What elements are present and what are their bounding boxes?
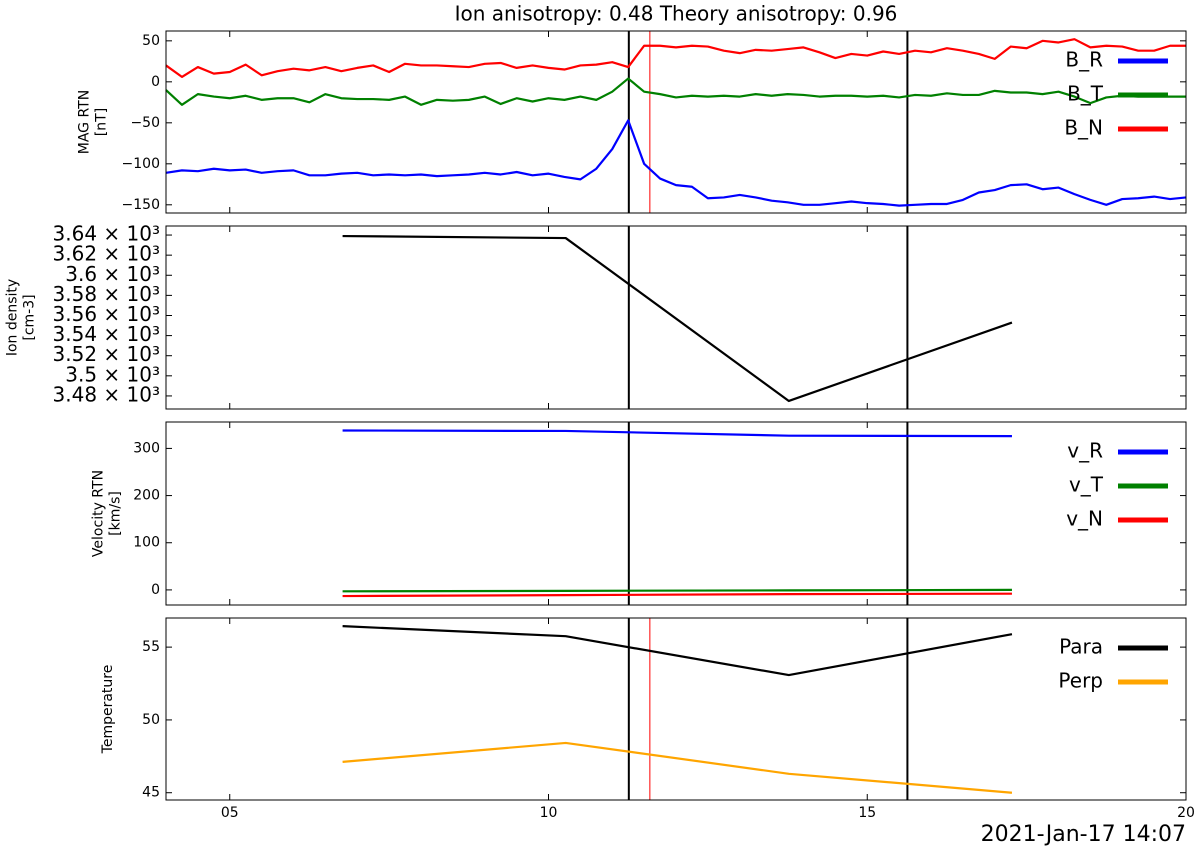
y-tick-label: 3.5 × 10³ (65, 362, 160, 386)
x-axis-label: 2021-Jan-17 14:07 (981, 822, 1186, 847)
y-tick-label: 50 (142, 33, 160, 49)
y-tick-label: −100 (122, 156, 160, 172)
y-tick-label: 100 (133, 535, 160, 551)
legend-label: Para (1059, 635, 1103, 659)
legend-label: B_T (1067, 82, 1104, 106)
x-tick-label: 15 (858, 805, 876, 821)
y-tick-label: 3.58 × 10³ (53, 282, 160, 306)
y-axis-label: [cm-3] (22, 294, 38, 340)
series-line (342, 741, 1013, 794)
y-tick-label: 3.52 × 10³ (53, 342, 160, 366)
y-axis-label: Temperature (100, 665, 116, 755)
y-tick-label: 0 (151, 582, 160, 598)
y-axis-label: Ion density (5, 279, 21, 356)
series-line (342, 588, 1012, 593)
y-tick-label: 3.62 × 10³ (53, 242, 160, 266)
legend-label: B_N (1064, 116, 1103, 140)
y-tick-label: 55 (142, 639, 160, 655)
series-line (342, 592, 1012, 598)
y-tick-label: 300 (133, 440, 160, 456)
y-tick-label: 3.6 × 10³ (65, 262, 160, 286)
legend-label: Perp (1058, 669, 1103, 693)
plot-frame (165, 30, 1187, 214)
y-tick-label: 0 (151, 74, 160, 90)
x-tick-label: 10 (540, 805, 558, 821)
y-tick-label: −50 (130, 115, 160, 131)
plot-frame (165, 421, 1187, 606)
series-line (342, 429, 1012, 438)
y-tick-label: 3.54 × 10³ (53, 322, 160, 346)
y-axis-label: Velocity RTN (91, 470, 107, 557)
series-line (342, 625, 1013, 677)
y-tick-label: 45 (142, 785, 160, 801)
y-axis-label: MAG RTN (77, 90, 93, 154)
legend-label: v_N (1066, 507, 1103, 531)
y-tick-label: −150 (122, 197, 160, 213)
x-tick-label: 05 (221, 805, 239, 821)
plot-frame (165, 225, 1187, 410)
series-line (165, 119, 1187, 207)
series-line (165, 38, 1186, 79)
series-line (165, 77, 1186, 106)
chart-title: Ion anisotropy: 0.48 Theory anisotropy: … (455, 2, 898, 26)
y-tick-label: 50 (142, 712, 160, 728)
y-tick-label: 200 (133, 488, 160, 504)
y-tick-label: 3.48 × 10³ (53, 382, 160, 406)
y-axis-label: [nT] (94, 108, 110, 136)
legend-label: B_R (1065, 48, 1103, 72)
x-tick-label: 20 (1177, 805, 1195, 821)
legend-label: v_T (1069, 473, 1104, 497)
y-axis-label: [km/s] (108, 491, 124, 536)
series-line (342, 234, 1013, 403)
plot-frame (165, 617, 1187, 801)
legend-label: v_R (1067, 439, 1103, 463)
y-tick-label: 3.56 × 10³ (53, 302, 160, 326)
y-tick-label: 3.64 × 10³ (53, 222, 160, 246)
